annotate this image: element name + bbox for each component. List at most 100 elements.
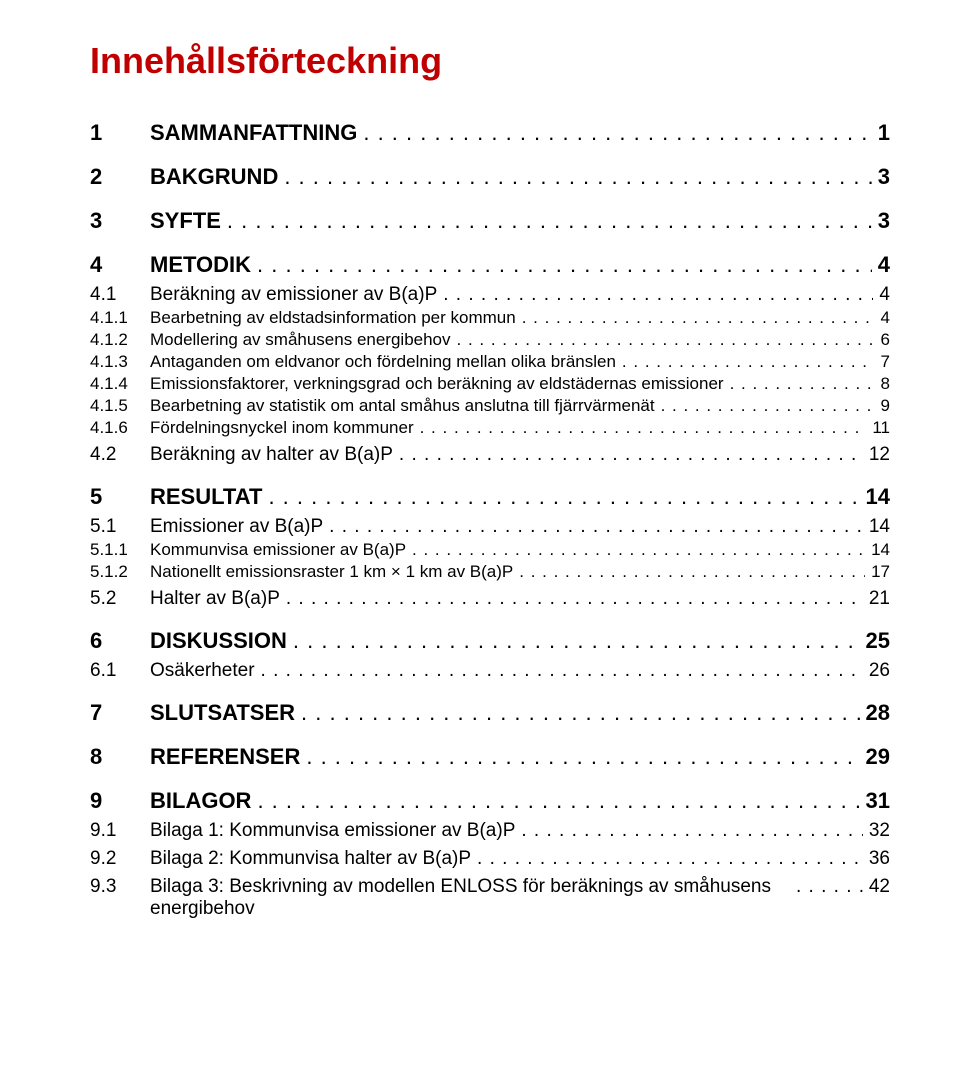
toc-entry-number: 4.1.5 — [90, 396, 150, 416]
toc-entry-label: METODIK — [150, 252, 257, 278]
toc-leader-dots: . . . . . . . . . . . . . . . . . . . . … — [457, 330, 875, 350]
toc-leader-dots: . . . . . . . . . . . . . . . . . . . . … — [329, 516, 863, 538]
toc-entry-page: 29 — [860, 744, 890, 770]
toc-entry-label: Modellering av småhusens energibehov — [150, 330, 457, 350]
toc-entry-label: Bearbetning av statistik om antal småhus… — [150, 396, 661, 416]
toc-leader-dots: . . . . . . . . . . . . . . . . . . . . … — [293, 628, 860, 654]
toc-leader-dots: . . . . . . . . . . . . . . . . . . . . … — [443, 284, 873, 306]
toc-entry-number: 4.1.1 — [90, 308, 150, 328]
toc-entry-label: DISKUSSION — [150, 628, 293, 654]
toc-entry: 4.1.2Modellering av småhusens energibeho… — [90, 330, 890, 350]
toc-leader-dots: . . . . . . . . . . . . . . . . . . . . … — [477, 848, 863, 870]
toc-entry: 4.1.5Bearbetning av statistik om antal s… — [90, 396, 890, 416]
toc-entry: 6.1Osäkerheter. . . . . . . . . . . . . … — [90, 660, 890, 682]
toc-entry-label: Bilaga 1: Kommunvisa emissioner av B(a)P — [150, 820, 521, 842]
toc-entry-page: 12 — [863, 444, 890, 466]
toc-entry-label: SAMMANFATTNING — [150, 120, 363, 146]
toc-entry-page: 14 — [863, 516, 890, 538]
toc-entry: 8REFERENSER. . . . . . . . . . . . . . .… — [90, 744, 890, 770]
toc-entry-label: Beräkning av halter av B(a)P — [150, 444, 399, 466]
toc-entry-page: 31 — [860, 788, 890, 814]
toc-entry-label: BILAGOR — [150, 788, 257, 814]
toc-entry: 9.2Bilaga 2: Kommunvisa halter av B(a)P.… — [90, 848, 890, 870]
toc-entry: 5.1.1Kommunvisa emissioner av B(a)P. . .… — [90, 540, 890, 560]
toc-entry-number: 4.1.6 — [90, 418, 150, 438]
table-of-contents: 1 SAMMANFATTNING . . . . . . . . . . . . .… — [90, 120, 890, 920]
toc-entry-label: REFERENSER — [150, 744, 306, 770]
toc-leader-dots: . . . . . . . . . . . . . . . . . . . . … — [796, 876, 863, 898]
toc-entry: 4.1Beräkning av emissioner av B(a)P. . .… — [90, 284, 890, 306]
toc-entry-label: SYFTE — [150, 208, 227, 234]
toc-leader-dots: . . . . . . . . . . . . . . . . . . . . … — [257, 252, 872, 278]
toc-entry-page: 14 — [860, 484, 890, 510]
toc-entry-number: 5.1.1 — [90, 540, 150, 560]
toc-entry: 6DISKUSSION. . . . . . . . . . . . . . .… — [90, 628, 890, 654]
toc-entry-label: Fördelningsnyckel inom kommuner — [150, 418, 420, 438]
toc-leader-dots: . . . . . . . . . . . . . . . . . . . . … — [420, 418, 867, 438]
toc-entry: 5RESULTAT. . . . . . . . . . . . . . . .… — [90, 484, 890, 510]
toc-entry-number: 9.2 — [90, 848, 150, 870]
toc-entry-number: 9.1 — [90, 820, 150, 842]
toc-entry-number: 4.1 — [90, 284, 150, 306]
toc-entry: 5.2Halter av B(a)P. . . . . . . . . . . … — [90, 588, 890, 610]
toc-entry: 2BAKGRUND. . . . . . . . . . . . . . . .… — [90, 164, 890, 190]
toc-entry-number: 4.1.4 — [90, 374, 150, 394]
toc-leader-dots: . . . . . . . . . . . . . . . . . . . . … — [227, 208, 872, 234]
toc-leader-dots: . . . . . . . . . . . . . . . . . . . . … — [261, 660, 863, 682]
toc-entry-label: Beräkning av emissioner av B(a)P — [150, 284, 443, 306]
toc-entry: 4METODIK. . . . . . . . . . . . . . . . … — [90, 252, 890, 278]
page: Innehållsförteckning 1SAMMANFATTNING. . … — [0, 0, 960, 962]
toc-entry: 9BILAGOR. . . . . . . . . . . . . . . . … — [90, 788, 890, 814]
toc-entry-number: 9.3 — [90, 876, 150, 898]
toc-entry-number: 9 — [90, 788, 150, 814]
toc-leader-dots: . . . . . . . . . . . . . . . . . . . . … — [306, 744, 859, 770]
toc-entry-label: RESULTAT — [150, 484, 268, 510]
toc-entry-page: 26 — [863, 660, 890, 682]
toc-leader-dots: . . . . . . . . . . . . . . . . . . . . … — [399, 444, 863, 466]
toc-entry: 1SAMMANFATTNING. . . . . . . . . . . . .… — [90, 120, 890, 146]
toc-entry-page: 6 — [875, 330, 890, 350]
toc-entry-number: 5.1 — [90, 516, 150, 538]
toc-leader-dots: . . . . . . . . . . . . . . . . . . . . … — [412, 540, 865, 560]
toc-entry-label: Halter av B(a)P — [150, 588, 286, 610]
toc-entry: 5.1.2Nationellt emissionsraster 1 km × 1… — [90, 562, 890, 582]
toc-leader-dots: . . . . . . . . . . . . . . . . . . . . … — [519, 562, 865, 582]
toc-entry-number: 4 — [90, 252, 150, 278]
toc-leader-dots: . . . . . . . . . . . . . . . . . . . . … — [521, 820, 862, 842]
toc-entry-page: 8 — [875, 374, 890, 394]
toc-entry-page: 3 — [872, 164, 890, 190]
toc-entry-number: 3 — [90, 208, 150, 234]
toc-entry-label: BAKGRUND — [150, 164, 284, 190]
toc-entry-page: 28 — [860, 700, 890, 726]
toc-entry-label: SLUTSATSER — [150, 700, 301, 726]
toc-entry-page: 11 — [866, 418, 890, 438]
toc-entry-number: 5.1.2 — [90, 562, 150, 582]
toc-entry-page: 7 — [875, 352, 890, 372]
toc-leader-dots: . . . . . . . . . . . . . . . . . . . . … — [257, 788, 859, 814]
toc-entry: 4.1.6Fördelningsnyckel inom kommuner. . … — [90, 418, 890, 438]
toc-entry-page: 4 — [875, 308, 890, 328]
toc-entry-number: 4.1.3 — [90, 352, 150, 372]
toc-entry-page: 4 — [873, 284, 890, 306]
toc-entry-number: 4.2 — [90, 444, 150, 466]
toc-leader-dots: . . . . . . . . . . . . . . . . . . . . … — [622, 352, 875, 372]
toc-entry: 9.3Bilaga 3: Beskrivning av modellen ENL… — [90, 876, 890, 920]
toc-entry-page: 1 — [872, 120, 890, 146]
toc-entry-number: 4.1.2 — [90, 330, 150, 350]
toc-entry-page: 17 — [865, 562, 890, 582]
toc-entry: 4.1.3Antaganden om eldvanor och fördelni… — [90, 352, 890, 372]
toc-entry: 3SYFTE. . . . . . . . . . . . . . . . . … — [90, 208, 890, 234]
toc-entry-label: Bearbetning av eldstadsinformation per k… — [150, 308, 522, 328]
toc-entry-number: 6.1 — [90, 660, 150, 682]
toc-leader-dots: . . . . . . . . . . . . . . . . . . . . … — [301, 700, 859, 726]
toc-leader-dots: . . . . . . . . . . . . . . . . . . . . … — [522, 308, 875, 328]
toc-entry-page: 32 — [863, 820, 890, 842]
toc-entry-number: 6 — [90, 628, 150, 654]
toc-entry: 4.1.1Bearbetning av eldstadsinformation … — [90, 308, 890, 328]
toc-entry-label: Nationellt emissionsraster 1 km × 1 km a… — [150, 562, 519, 582]
toc-entry: 9.1Bilaga 1: Kommunvisa emissioner av B(… — [90, 820, 890, 842]
toc-entry-page: 36 — [863, 848, 890, 870]
toc-entry-page: 42 — [863, 876, 890, 898]
toc-leader-dots: . . . . . . . . . . . . . . . . . . . . … — [286, 588, 863, 610]
toc-entry-page: 21 — [863, 588, 890, 610]
